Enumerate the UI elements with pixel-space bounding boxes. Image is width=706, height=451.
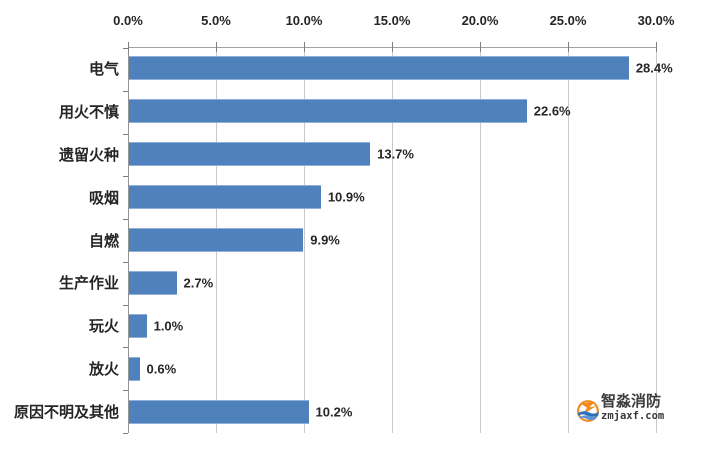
y-axis-tick-mark xyxy=(123,304,128,306)
bar-row: 用火不慎 22.6% xyxy=(0,90,656,133)
watermark-name: 智淼消防 xyxy=(601,393,662,410)
vertical-gridline xyxy=(656,48,657,433)
y-axis-tick-mark xyxy=(123,433,128,434)
y-axis-tick-mark xyxy=(123,347,128,349)
bar-row: 生产作业 2.7% xyxy=(0,261,656,304)
bar-row: 吸烟 10.9% xyxy=(0,176,656,219)
bar-row: 遗留火种 13.7% xyxy=(0,133,656,176)
category-label: 玩火 xyxy=(88,318,119,336)
value-label: 13.7% xyxy=(377,146,414,162)
bar xyxy=(129,56,629,81)
x-axis-tick-mark xyxy=(656,42,657,52)
bar-row: 原因不明及其他 10.2% xyxy=(0,390,656,433)
x-tick-label: 10.0% xyxy=(285,13,323,28)
y-axis-tick-mark xyxy=(123,90,128,92)
bar xyxy=(129,270,177,295)
bar-row: 放火 0.6% xyxy=(0,347,656,390)
bar xyxy=(129,185,321,210)
bar xyxy=(129,228,304,252)
category-label: 吸烟 xyxy=(88,189,119,207)
vertical-gridline xyxy=(568,48,569,433)
x-tick-label: 30.0% xyxy=(637,13,675,28)
category-label: 用火不慎 xyxy=(58,103,119,121)
bar-zone: 0.6% xyxy=(128,347,656,390)
bar xyxy=(129,99,527,124)
x-axis-tick-mark xyxy=(128,42,129,52)
zhimiao-fire-logo-icon xyxy=(577,400,599,422)
category-label: 生产作业 xyxy=(58,275,119,293)
bar-zone: 10.9% xyxy=(128,176,656,219)
x-axis-tick-mark xyxy=(304,42,305,52)
bar-row: 玩火 1.0% xyxy=(0,304,656,347)
x-axis-tick-mark xyxy=(216,42,217,52)
y-axis-tick-mark xyxy=(123,176,128,178)
x-axis-tick-labels: 0.0% 5.0% 10.0% 15.0% 20.0% 25.0% 30.0% xyxy=(113,12,674,30)
bar-zone: 1.0% xyxy=(128,304,656,347)
bar-row: 电气 28.4% xyxy=(0,47,673,90)
category-label: 自燃 xyxy=(88,232,119,250)
x-tick-label: 15.0% xyxy=(373,13,411,28)
bar xyxy=(129,399,309,424)
y-axis-tick-mark xyxy=(123,390,128,392)
value-label: 10.9% xyxy=(327,189,365,205)
x-tick-label: 5.0% xyxy=(201,13,231,28)
x-tick-label: 0.0% xyxy=(113,13,143,28)
vertical-gridline xyxy=(480,48,481,433)
category-label: 遗留火种 xyxy=(58,146,119,164)
x-axis-tick-mark xyxy=(480,42,481,52)
bar-rows: 电气 28.4% 用火不慎 22.6% 遗留火种 13.7% 吸烟 10.9% 自燃 9.9% 生产… xyxy=(0,47,673,433)
watermark-url: zmjaxf.com xyxy=(601,410,665,422)
y-axis-tick-mark xyxy=(123,48,128,49)
y-axis-line xyxy=(128,48,129,433)
bar-zone: 28.4% xyxy=(128,47,673,90)
value-label: 22.6% xyxy=(533,103,571,119)
watermark-text: 智淼消防 zmjaxf.com xyxy=(601,393,665,423)
bar xyxy=(129,313,147,338)
bar-row: 自燃 9.9% xyxy=(0,219,656,262)
category-label: 原因不明及其他 xyxy=(13,404,119,422)
bar-zone: 2.7% xyxy=(128,261,656,304)
watermark-logo: 智淼消防 zmjaxf.com xyxy=(577,394,664,422)
x-axis-tick-mark xyxy=(392,42,393,52)
bar-zone: 10.2% xyxy=(128,390,656,433)
category-label: 放火 xyxy=(88,361,119,379)
x-axis-tick-mark xyxy=(568,42,569,52)
y-axis-tick-mark xyxy=(123,133,128,135)
value-label: 0.6% xyxy=(146,361,177,377)
bar xyxy=(129,356,140,381)
value-label: 28.4% xyxy=(635,60,673,76)
y-axis-tick-mark xyxy=(123,219,128,221)
x-tick-label: 20.0% xyxy=(461,13,499,28)
category-label: 电气 xyxy=(88,60,119,78)
value-label: 10.2% xyxy=(315,404,353,420)
bar xyxy=(129,142,371,167)
y-axis-tick-mark xyxy=(123,261,128,263)
value-label: 9.9% xyxy=(310,232,340,248)
bar-zone: 13.7% xyxy=(128,133,656,176)
x-tick-label: 25.0% xyxy=(549,13,587,28)
vertical-gridline xyxy=(304,48,305,433)
value-label: 1.0% xyxy=(153,318,184,334)
value-label: 2.7% xyxy=(183,275,214,291)
bar-zone: 22.6% xyxy=(128,90,656,133)
vertical-gridline xyxy=(392,48,393,433)
bar-zone: 9.9% xyxy=(128,219,656,262)
